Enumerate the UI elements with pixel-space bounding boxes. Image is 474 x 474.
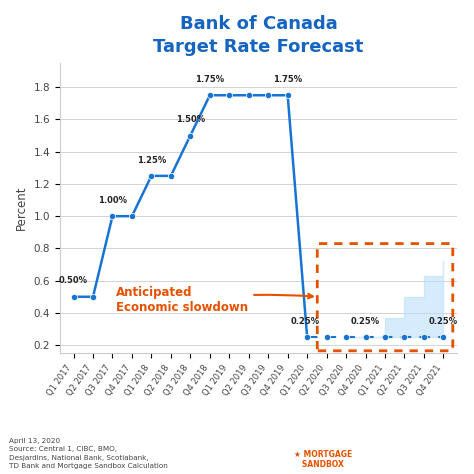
Text: 1.00%: 1.00% [98,196,127,205]
Text: 0.25%: 0.25% [351,317,380,326]
Text: ★ MORTGAGE
   SANDBOX: ★ MORTGAGE SANDBOX [294,450,352,469]
Text: 1.75%: 1.75% [195,75,224,84]
Text: 0.25%: 0.25% [429,317,458,326]
Title: Bank of Canada
Target Rate Forecast: Bank of Canada Target Rate Forecast [153,15,364,56]
Text: Anticipated
Economic slowdown: Anticipated Economic slowdown [116,286,313,314]
Y-axis label: Percent: Percent [15,186,28,230]
Text: 0.50%: 0.50% [59,276,88,285]
Text: 0.25%: 0.25% [291,317,320,326]
Text: April 13, 2020
Source: Central 1, CIBC, BMO,
Desjardins, National Bank, Scotiaba: April 13, 2020 Source: Central 1, CIBC, … [9,438,168,469]
Text: 1.75%: 1.75% [273,75,302,84]
Text: 1.50%: 1.50% [176,115,205,124]
Text: 1.25%: 1.25% [137,155,166,164]
